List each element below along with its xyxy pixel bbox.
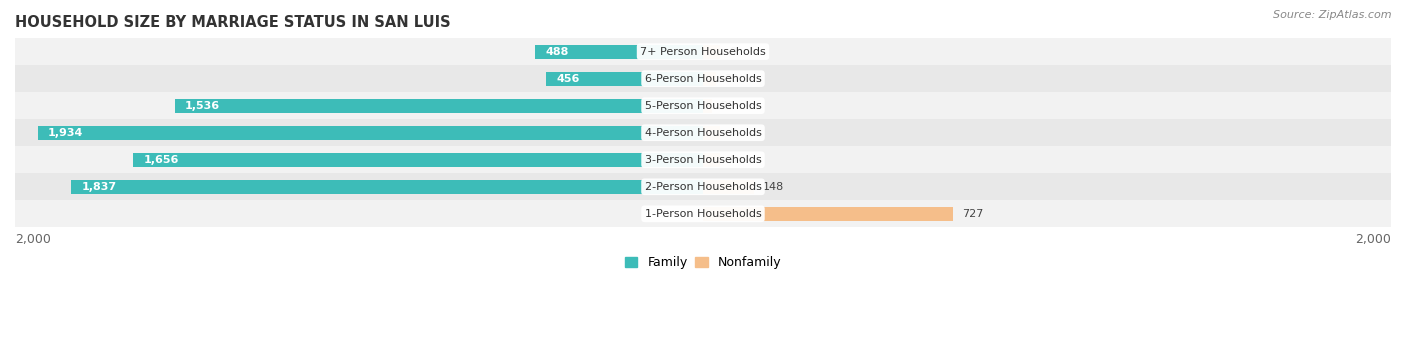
Text: 2-Person Households: 2-Person Households (644, 182, 762, 192)
Bar (703, 45, 720, 59)
Bar (15, 65, 1391, 92)
Bar (15, 146, 1391, 173)
Bar (72, 180, 703, 194)
Text: 1,656: 1,656 (143, 155, 179, 165)
Bar (703, 72, 716, 86)
Bar (174, 99, 703, 113)
Text: HOUSEHOLD SIZE BY MARRIAGE STATUS IN SAN LUIS: HOUSEHOLD SIZE BY MARRIAGE STATUS IN SAN… (15, 15, 451, 30)
Text: 38: 38 (724, 74, 738, 84)
Text: 0: 0 (728, 128, 735, 138)
Bar (15, 200, 1391, 227)
Text: 2,000: 2,000 (1355, 233, 1391, 246)
Text: Source: ZipAtlas.com: Source: ZipAtlas.com (1274, 10, 1392, 20)
Text: 2,000: 2,000 (15, 233, 51, 246)
Bar (703, 180, 754, 194)
Text: 4-Person Households: 4-Person Households (644, 128, 762, 138)
Bar (134, 153, 703, 167)
Text: 148: 148 (762, 182, 783, 192)
Text: 0: 0 (728, 47, 735, 57)
Text: 727: 727 (962, 209, 983, 219)
Text: 1,934: 1,934 (48, 128, 83, 138)
Text: 456: 456 (557, 74, 579, 84)
Text: 1-Person Households: 1-Person Households (644, 209, 762, 219)
Bar (15, 92, 1391, 119)
Bar (703, 207, 953, 221)
Text: 6-Person Households: 6-Person Households (644, 74, 762, 84)
Text: 1,837: 1,837 (82, 182, 117, 192)
Text: 3-Person Households: 3-Person Households (644, 155, 762, 165)
Bar (536, 45, 703, 59)
Text: 488: 488 (546, 47, 569, 57)
Bar (703, 153, 720, 167)
Text: 5-Person Households: 5-Person Households (644, 101, 762, 111)
Legend: Family, Nonfamily: Family, Nonfamily (620, 251, 786, 274)
Bar (15, 119, 1391, 146)
Text: 0: 0 (728, 155, 735, 165)
Text: 26: 26 (720, 101, 735, 111)
Bar (703, 99, 711, 113)
Text: 7+ Person Households: 7+ Person Households (640, 47, 766, 57)
Text: 1,536: 1,536 (186, 101, 221, 111)
Bar (546, 72, 703, 86)
Bar (15, 38, 1391, 65)
Bar (38, 126, 703, 140)
Bar (703, 126, 720, 140)
Bar (15, 173, 1391, 200)
